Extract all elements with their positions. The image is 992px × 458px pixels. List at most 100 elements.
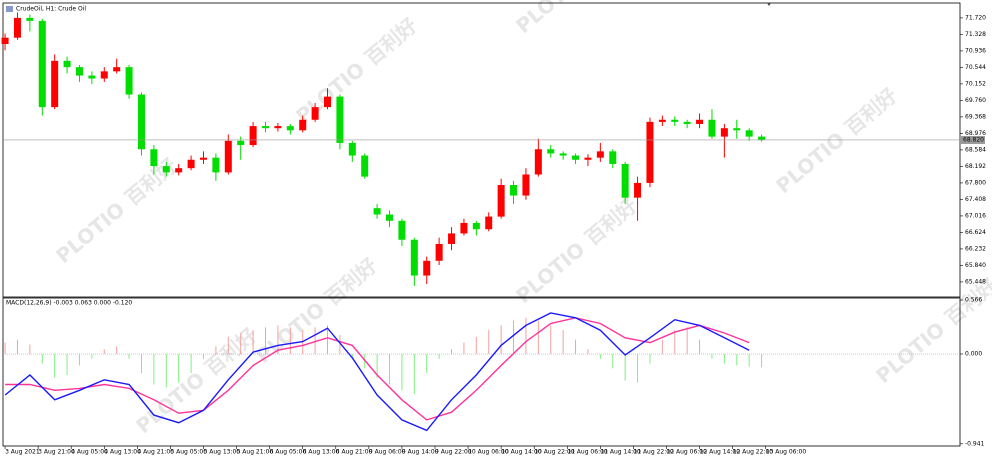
candle-body: [348, 142, 356, 156]
candle-body: [460, 222, 468, 234]
x-tick-label: 9 Aug 22:00: [435, 449, 472, 456]
candle-body: [534, 149, 542, 175]
x-tick-label: 11 Aug 06:00: [567, 449, 608, 456]
last-price-label: 68.820: [963, 136, 984, 143]
y-tick-label: 68.584: [965, 146, 986, 153]
macd-panel: [2, 297, 961, 447]
y-tick-label: 69.760: [965, 97, 986, 104]
x-tick-label: 9 Aug 06:00: [369, 449, 406, 456]
candle-body: [1, 37, 9, 44]
candle-body: [596, 151, 604, 158]
y-tick-label: 68.192: [965, 163, 986, 170]
candle-body: [249, 126, 257, 146]
macd-line: [4, 312, 750, 432]
candle-body: [187, 159, 195, 169]
candle-body: [125, 67, 133, 95]
x-tick-label: 11 Aug 22:00: [633, 449, 674, 456]
candle-body: [398, 220, 406, 240]
candle-body: [63, 60, 71, 68]
y-tick-label: 67.016: [965, 212, 986, 219]
x-tick-label: 12 Aug 22:00: [733, 449, 774, 456]
x-tick-label: 6 Aug 05:00: [270, 449, 307, 456]
x-tick-label: 5 Aug 13:00: [203, 449, 240, 456]
candle-body: [137, 94, 145, 150]
x-tick-label: 4 Aug 21:00: [137, 449, 174, 456]
candle-body: [51, 60, 59, 108]
candle-body: [559, 153, 567, 156]
signal-line: [5, 317, 750, 421]
macd-title: MACD(12,26,9) -0.003 0.063 0.000 -0.120: [6, 300, 132, 307]
chart-title: CrudeOil, H1: Crude Oil: [16, 6, 86, 13]
candle-body: [175, 168, 183, 173]
x-tick-label: 4 Aug 13:00: [104, 449, 141, 456]
shift-marker: [767, 3, 771, 6]
x-tick-label: 6 Aug 21:00: [336, 449, 373, 456]
last-price-box: [961, 135, 985, 144]
candle-body: [621, 163, 629, 198]
y-tick-label: 71.720: [965, 14, 986, 21]
candle-body: [745, 130, 753, 137]
x-tick-label: 10 Aug 06:00: [468, 449, 509, 456]
candle-body: [75, 67, 83, 76]
x-tick-label: 10 Aug 22:00: [534, 449, 575, 456]
y-tick-label: 70.936: [965, 47, 986, 54]
candle-body: [224, 140, 232, 173]
candle-body: [497, 185, 505, 217]
candle-body: [373, 208, 381, 215]
candle-body: [113, 67, 121, 72]
candle-body: [299, 119, 307, 131]
y-tick-label: 0.000: [965, 351, 982, 358]
candle-body: [671, 119, 679, 122]
x-tick-label: 12 Aug 14:00: [700, 449, 741, 456]
candle-body: [708, 119, 716, 137]
y-tick-label: 67.408: [965, 196, 986, 203]
candle-body: [386, 214, 394, 221]
y-tick-label: 66.232: [965, 245, 986, 252]
candle-body: [311, 107, 319, 120]
candle-body: [658, 119, 666, 122]
x-tick-label: 12 Aug 06:00: [666, 449, 707, 456]
y-tick-label: 67.800: [965, 179, 986, 186]
x-tick-label: 9 Aug 14:00: [402, 449, 439, 456]
y-tick-label: 68.976: [965, 130, 986, 137]
candle-body: [262, 126, 270, 129]
candle-body: [13, 17, 21, 38]
x-tick-label: 3 Aug 21:00: [38, 449, 75, 456]
candle-body: [199, 157, 207, 160]
candle-body: [733, 128, 741, 131]
x-tick-label: 4 Aug 05:00: [71, 449, 108, 456]
x-tick-label: 5 Aug 21:00: [237, 449, 274, 456]
candle-body: [634, 182, 642, 198]
y-tick-label: 70.544: [965, 64, 986, 71]
x-tick-label: 5 Aug 05:00: [170, 449, 207, 456]
candle-body: [448, 233, 456, 244]
y-tick-label: 65.448: [965, 278, 986, 285]
y-tick-label: 0.566: [965, 297, 982, 304]
candle-body: [522, 174, 530, 196]
candle-body: [38, 20, 46, 108]
candle-body: [162, 166, 170, 173]
y-tick-label: 69.368: [965, 113, 986, 120]
candle-body: [683, 121, 691, 124]
x-tick-label: 3 Aug 2021: [5, 449, 40, 456]
x-tick-label: 13 Aug 06:00: [766, 449, 807, 456]
x-tick-label: 11 Aug 14:00: [600, 449, 641, 456]
candle-body: [646, 121, 654, 183]
candle-body: [286, 126, 294, 131]
candle-body: [88, 75, 96, 79]
y-tick-label: 70.152: [965, 80, 986, 87]
x-tick-label: 6 Aug 13:00: [303, 449, 340, 456]
candle-body: [547, 149, 555, 154]
symbol-icon: [6, 6, 13, 12]
candle-body: [237, 140, 245, 146]
y-tick-label: -0.941: [965, 440, 985, 447]
candle-body: [485, 216, 493, 230]
candle-body: [410, 239, 418, 276]
candle-body: [274, 126, 282, 129]
y-tick-label: 71.328: [965, 31, 986, 38]
candle-body: [100, 71, 108, 79]
candle-body: [336, 96, 344, 143]
candle-body: [510, 185, 518, 196]
